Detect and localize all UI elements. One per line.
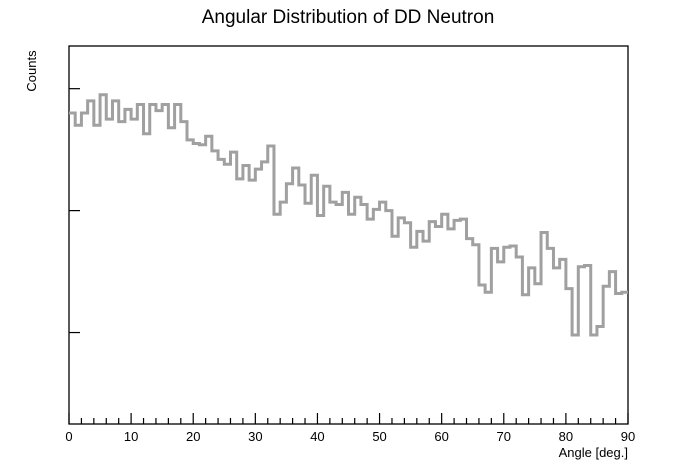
x-axis-tick-labels: 0 10 20 30 40 50 60 70 80 90 bbox=[65, 429, 635, 444]
x-tick-label: 50 bbox=[372, 429, 386, 444]
x-axis-ticks bbox=[68, 413, 629, 424]
x-tick-label: 20 bbox=[186, 429, 200, 444]
x-tick-label: 10 bbox=[124, 429, 138, 444]
x-tick-label: 80 bbox=[559, 429, 573, 444]
x-tick-label: 60 bbox=[434, 429, 448, 444]
x-tick-label: 30 bbox=[248, 429, 262, 444]
x-tick-label: 70 bbox=[497, 429, 511, 444]
x-tick-label: 0 bbox=[65, 429, 72, 444]
histogram-series-line bbox=[69, 93, 628, 337]
plot-frame bbox=[68, 45, 629, 425]
y-axis-ticks bbox=[69, 88, 80, 334]
chart-title: Angular Distribution of DD Neutron bbox=[202, 7, 495, 28]
x-tick-label: 40 bbox=[310, 429, 324, 444]
x-tick-label: 90 bbox=[621, 429, 635, 444]
x-axis-label: Angle [deg.] bbox=[559, 445, 628, 460]
y-axis-label: Counts bbox=[24, 50, 39, 92]
